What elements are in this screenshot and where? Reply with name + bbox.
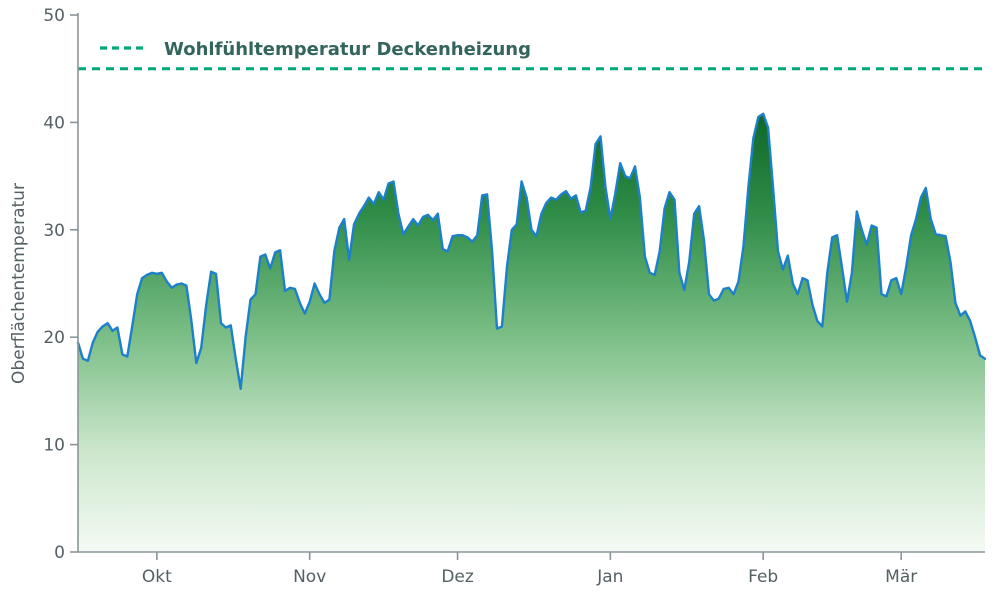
y-tick-label: 50 — [43, 6, 65, 26]
temperature-area-fill — [78, 113, 985, 553]
y-tick-label: 10 — [43, 436, 65, 456]
y-tick-label: 0 — [54, 543, 65, 563]
y-tick-label: 30 — [43, 221, 65, 241]
y-tick-label: 40 — [43, 113, 65, 133]
x-tick-label: Mär — [885, 567, 917, 587]
temperature-line — [76, 112, 987, 390]
x-tick-label: Jan — [596, 567, 623, 587]
y-tick-label: 20 — [43, 328, 65, 348]
y-axis-label: Oberflächentemperatur — [9, 183, 29, 384]
legend-label: Wohlfühltemperatur Deckenheizung — [164, 39, 531, 60]
x-tick-label: Nov — [293, 567, 326, 587]
x-tick-label: Okt — [142, 567, 172, 587]
x-tick-label: Feb — [748, 567, 778, 587]
x-tick-label: Dez — [441, 567, 474, 587]
